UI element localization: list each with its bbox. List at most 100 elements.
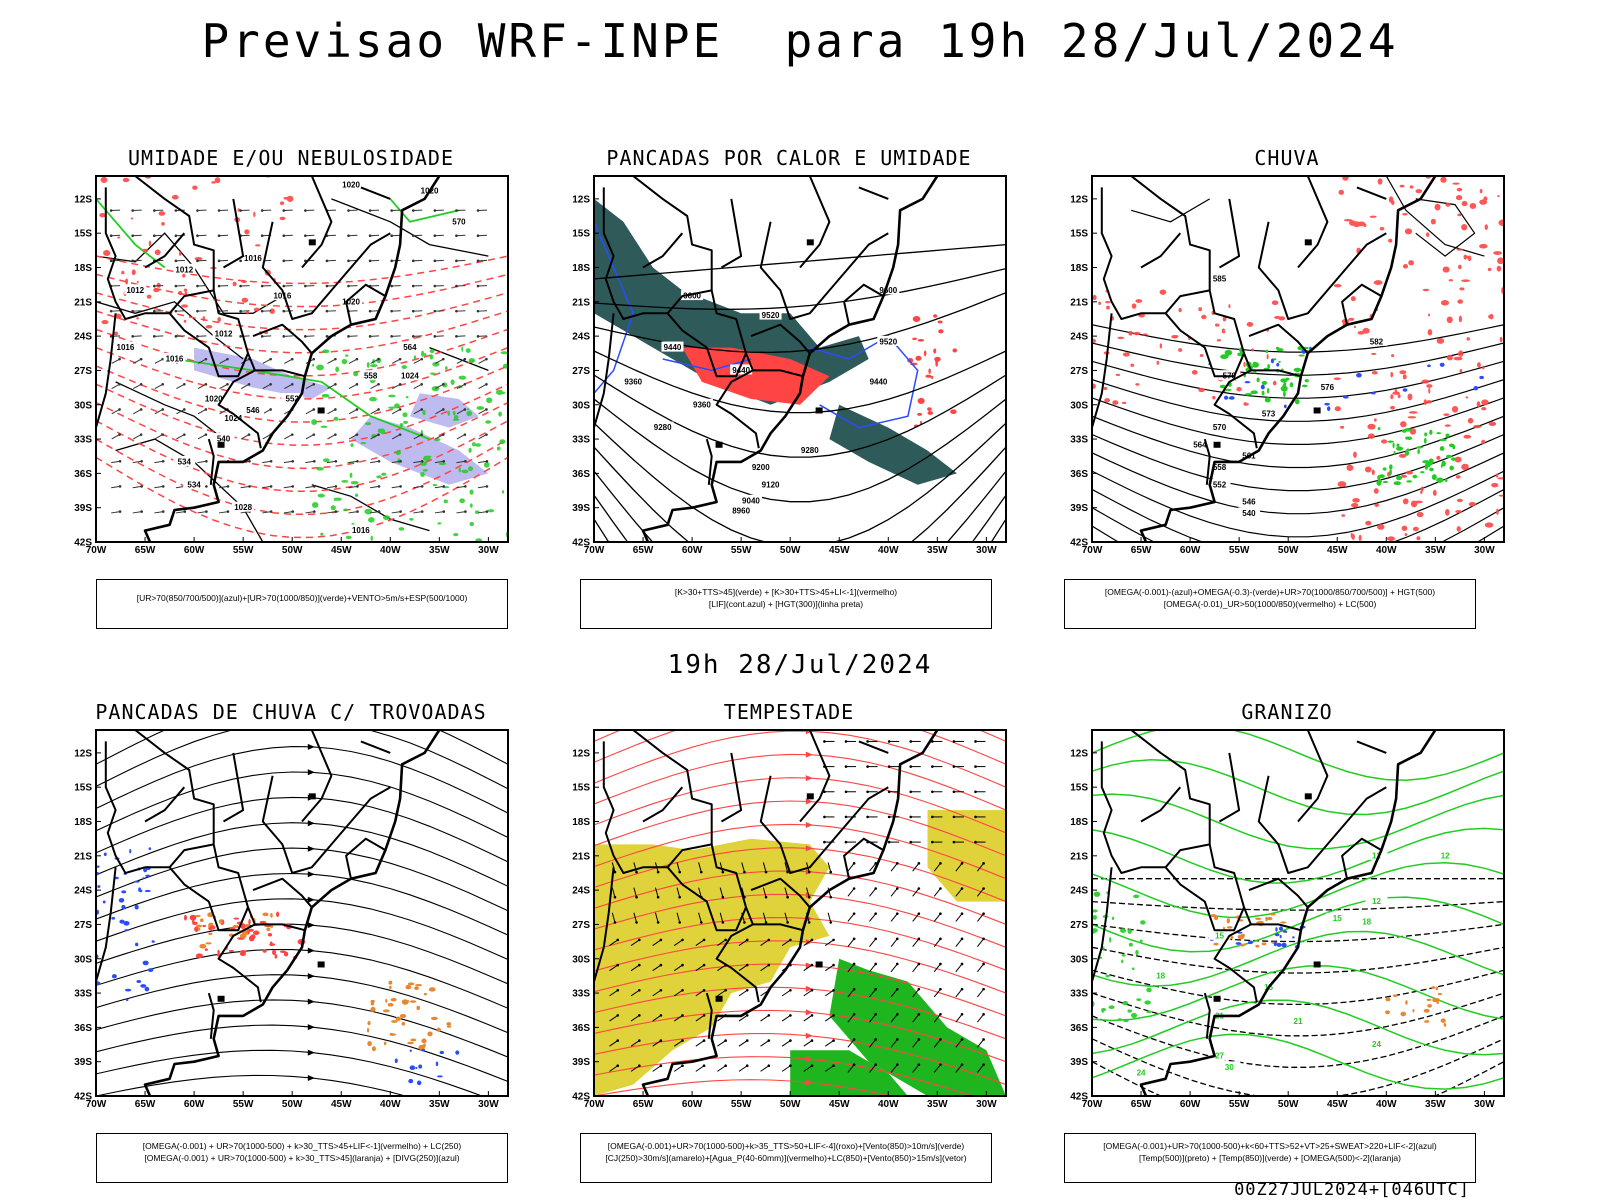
lc850-streamlines-line xyxy=(594,1079,893,1096)
wind-vectors-vector xyxy=(175,511,185,514)
wind850-vectors-head xyxy=(852,1038,856,1041)
rain-green-cells-cell xyxy=(1440,464,1443,468)
storm-orange-cells-cell xyxy=(197,927,201,931)
wind850-vectors-vector xyxy=(890,888,898,897)
lc250-streamlines-arrowhead xyxy=(307,896,315,903)
map-1: 9600960095209520944094409440936093609280… xyxy=(572,175,1007,556)
lon-label: 35W xyxy=(429,1099,450,1110)
wind850-vectors-head xyxy=(764,895,768,899)
omega-orange-cells-cell xyxy=(1423,1008,1430,1013)
rain-green-cells xyxy=(1219,345,1310,405)
lon-label: 35W xyxy=(1425,1099,1446,1110)
wind-vectors-head xyxy=(325,309,329,313)
wind-vectors-head xyxy=(398,433,402,436)
contour-label-bg xyxy=(1218,370,1241,381)
wind-vectors-head xyxy=(269,408,272,411)
wind-vectors-head xyxy=(368,209,372,212)
lc850-streamlines-line xyxy=(594,1009,1006,1063)
map-base xyxy=(96,730,441,1096)
wind850-vectors-head xyxy=(939,862,942,865)
lc850-streamlines-arrowhead xyxy=(805,751,813,758)
lc250-streamlines xyxy=(96,730,508,1096)
contour-label-bg xyxy=(124,284,147,295)
wind850-vectors-head xyxy=(702,988,706,992)
rain-red-cells-cell xyxy=(1350,296,1356,302)
low-level-humidity-cell xyxy=(471,442,476,447)
storm-red-cells-cell xyxy=(276,911,280,918)
rain-red-cells-cell xyxy=(1456,187,1463,192)
wind850-vectors-vector xyxy=(976,938,984,947)
lc500-lines-line xyxy=(1131,198,1211,223)
wind850-vectors-head xyxy=(852,937,856,941)
red-speckle-cell xyxy=(121,270,125,275)
contour-label: 9600960095209520944094409440936093609280… xyxy=(622,284,900,516)
wind850-vectors-vector xyxy=(630,1014,640,1022)
storm-orange-cells-cell xyxy=(390,998,397,1002)
lake-marker xyxy=(1313,961,1321,968)
wind850-vectors-vector xyxy=(611,862,616,873)
wind850-vectors-vector xyxy=(847,863,855,872)
contour-label-text: 1012 xyxy=(175,265,193,274)
omega-orange-cells-cell xyxy=(1385,1010,1390,1015)
rain-green-cells-cell xyxy=(1283,391,1286,397)
red-speckle-cell xyxy=(148,240,152,247)
lon-label: 50W xyxy=(282,1099,303,1110)
wind-vectors-head xyxy=(433,309,437,313)
contour-label-bg xyxy=(340,295,363,306)
wind-vectors-head xyxy=(282,309,286,313)
lat-label: 39S xyxy=(1070,503,1088,514)
low-level-humidity-cell xyxy=(475,443,481,447)
wind-vectors-vector xyxy=(133,383,142,390)
wind850-vectors-vector xyxy=(760,1014,770,1022)
temp850-lines-line xyxy=(1092,896,1504,953)
border-line xyxy=(858,740,889,754)
wind850-vectors-vector xyxy=(869,888,877,897)
rain-red-cells-west-cell xyxy=(1201,314,1207,320)
wind-vectors-head xyxy=(411,309,415,313)
lifted-index-contour-line xyxy=(594,221,635,394)
rain-red-cells-cell xyxy=(1423,399,1428,405)
lc500-lines-line xyxy=(1415,198,1476,257)
red-speckle-cell xyxy=(122,177,130,183)
border-line xyxy=(759,775,889,874)
wind-vectors-head xyxy=(260,284,264,288)
rain-red-cells-west-cell xyxy=(1243,402,1249,406)
rain-red-cells-cell xyxy=(1399,184,1405,188)
wind-vectors-vector xyxy=(154,511,164,514)
wind850-vectors-north-head xyxy=(887,840,891,844)
wind850-vectors-head xyxy=(810,1014,814,1017)
legend-line: [OMEGA(-0.001) + UR>70(1000-500) + k>30_… xyxy=(144,1153,460,1163)
wind850-vectors-head xyxy=(656,870,660,874)
wind850-vectors-head xyxy=(917,987,921,991)
wind850-vectors-vector xyxy=(933,963,941,973)
contour-label-bg xyxy=(739,494,762,505)
wind-vectors-head xyxy=(109,335,113,338)
wind850-vectors-vector xyxy=(719,862,724,873)
storm-red-cells-cell xyxy=(209,925,216,930)
storm-orange-cells-cell xyxy=(383,1041,387,1046)
border-line xyxy=(705,992,713,1039)
rain-red-cells-cell xyxy=(1457,213,1462,217)
wind-vectors-head xyxy=(152,335,156,338)
lat-label: 27S xyxy=(1070,920,1088,931)
jet-yellow-area xyxy=(927,810,1006,902)
divergence-blue-cell xyxy=(135,942,139,947)
contour-label-bg xyxy=(690,398,713,409)
wind850-vectors-head xyxy=(702,1039,706,1042)
thickness-lines-line xyxy=(96,310,508,354)
contour-label-bg xyxy=(759,478,782,489)
wind-vectors-head xyxy=(183,510,187,513)
wind850-vectors-north-head xyxy=(887,740,891,743)
wind850-vectors-vector xyxy=(609,1040,619,1047)
instability-red-cells-cell xyxy=(917,339,925,342)
wind850-vectors-vector xyxy=(673,964,683,972)
lat-label: 21S xyxy=(1070,297,1088,308)
legend-line: [LIF](cont.azul) + [HGT(300)](linha pret… xyxy=(708,599,864,609)
contour-label-text: 564 xyxy=(403,343,417,352)
lake-marker xyxy=(815,961,823,968)
rain-green-cells-cell xyxy=(1301,384,1308,388)
divergence-blue-cell xyxy=(394,1058,398,1064)
lon-label: 45W xyxy=(829,1099,850,1110)
rain-red-cells-cell xyxy=(1479,243,1488,249)
